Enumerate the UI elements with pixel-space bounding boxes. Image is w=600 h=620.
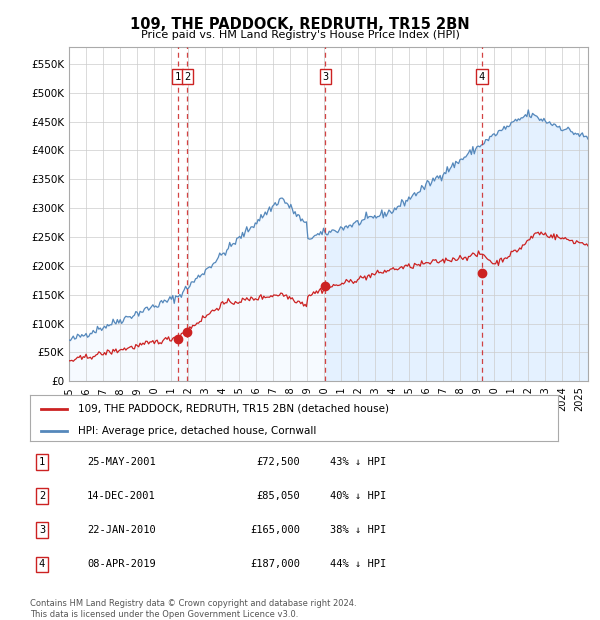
Text: 3: 3 — [322, 72, 328, 82]
Text: £165,000: £165,000 — [250, 525, 300, 535]
Text: 2: 2 — [39, 491, 45, 501]
Text: 14-DEC-2001: 14-DEC-2001 — [87, 491, 156, 501]
Text: 25-MAY-2001: 25-MAY-2001 — [87, 457, 156, 467]
Text: 4: 4 — [39, 559, 45, 569]
Text: £72,500: £72,500 — [256, 457, 300, 467]
Text: Price paid vs. HM Land Registry's House Price Index (HPI): Price paid vs. HM Land Registry's House … — [140, 30, 460, 40]
Text: 2: 2 — [184, 72, 191, 82]
Text: £85,050: £85,050 — [256, 491, 300, 501]
Text: 1: 1 — [175, 72, 181, 82]
Text: 22-JAN-2010: 22-JAN-2010 — [87, 525, 156, 535]
Text: Contains HM Land Registry data © Crown copyright and database right 2024.
This d: Contains HM Land Registry data © Crown c… — [30, 600, 356, 619]
Text: 38% ↓ HPI: 38% ↓ HPI — [330, 525, 386, 535]
Text: 44% ↓ HPI: 44% ↓ HPI — [330, 559, 386, 569]
Text: 4: 4 — [479, 72, 485, 82]
Text: 1: 1 — [39, 457, 45, 467]
Text: 43% ↓ HPI: 43% ↓ HPI — [330, 457, 386, 467]
Text: 109, THE PADDOCK, REDRUTH, TR15 2BN (detached house): 109, THE PADDOCK, REDRUTH, TR15 2BN (det… — [77, 404, 389, 414]
Text: 3: 3 — [39, 525, 45, 535]
Text: 08-APR-2019: 08-APR-2019 — [87, 559, 156, 569]
Text: £187,000: £187,000 — [250, 559, 300, 569]
Text: 109, THE PADDOCK, REDRUTH, TR15 2BN: 109, THE PADDOCK, REDRUTH, TR15 2BN — [130, 17, 470, 32]
Text: 40% ↓ HPI: 40% ↓ HPI — [330, 491, 386, 501]
Text: HPI: Average price, detached house, Cornwall: HPI: Average price, detached house, Corn… — [77, 426, 316, 436]
